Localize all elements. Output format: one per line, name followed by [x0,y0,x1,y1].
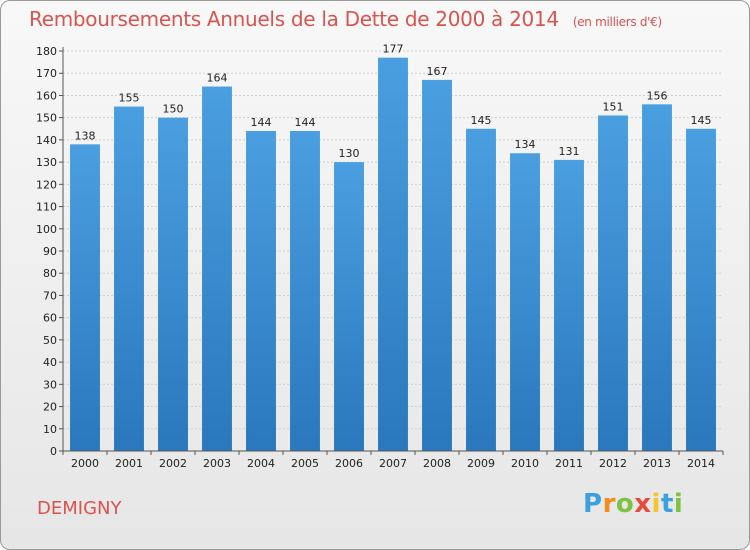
bar [290,131,320,451]
y-tick-label: 150 [36,112,57,125]
value-label: 134 [515,138,536,151]
y-tick-label: 100 [36,223,57,236]
y-tick-label: 110 [36,201,57,214]
x-tick-label: 2006 [335,457,363,470]
bar [246,131,276,451]
x-tick-label: 2002 [159,457,187,470]
bar [554,159,584,451]
value-label: 164 [207,72,228,85]
value-label: 131 [559,145,580,158]
y-tick-label: 120 [36,178,57,191]
x-tick-label: 2013 [643,457,671,470]
x-tick-label: 2000 [71,457,99,470]
x-tick-label: 2001 [115,457,143,470]
y-tick-labels: 0 10 20 30 40 50 60 70 80 90 100 110 120 130 140 150 160… [36,45,57,458]
y-tick-label: 10 [43,423,57,436]
x-tick-label: 2004 [247,457,275,470]
x-tick-label: 2003 [203,457,231,470]
y-tick-label: 90 [43,245,57,258]
bars [70,57,716,452]
logo-letter: o [615,489,635,519]
logo-letter: i [673,489,684,519]
value-label: 138 [75,129,96,142]
x-tick-label: 2012 [599,457,627,470]
bar [642,104,672,451]
axes [62,47,723,452]
chart-title-text: Remboursements Annuels de la Dette de 20… [29,7,559,31]
value-label: 167 [427,65,448,78]
x-tick-label: 2005 [291,457,319,470]
logo-letter: t [660,489,674,519]
x-tick-labels: 2000 2001 2002 2003 2004 2005 2006 2007 2008 2009… [62,451,724,470]
bar [334,162,364,451]
bar [598,115,628,451]
bar [158,117,188,452]
y-tick-label: 0 [50,445,57,458]
value-labels: 138 155 150 164 144 144 130 177 167 145 134 131 151 1… [75,43,712,160]
y-tick-label: 70 [43,289,57,302]
y-tick-label: 140 [36,134,57,147]
logo-letter: x [634,489,652,519]
bar [510,153,540,451]
bar [114,106,144,452]
x-tick-label: 2014 [687,457,715,470]
bar [466,128,496,451]
value-label: 130 [339,147,360,160]
y-tick-label: 80 [43,267,57,280]
value-label: 145 [471,114,492,127]
logo-letter: P [583,489,603,519]
y-tick-label: 160 [36,89,57,102]
y-tick-label: 170 [36,67,57,80]
y-tick-label: 20 [43,401,57,414]
bar [378,57,408,452]
value-label: 155 [119,92,140,105]
y-tick-label: 60 [43,312,57,325]
y-tick-label: 180 [36,45,57,58]
bar [202,86,232,452]
value-label: 177 [383,43,404,56]
value-label: 144 [251,116,272,129]
bar [422,79,452,451]
value-label: 156 [647,89,668,102]
x-tick-label: 2007 [379,457,407,470]
value-label: 150 [163,103,184,116]
bar [70,144,100,452]
chart-title: Remboursements Annuels de la Dette de 20… [29,7,662,31]
logo-letter: i [651,489,661,519]
value-label: 145 [691,114,712,127]
y-tick-label: 40 [43,356,57,369]
chart-subtitle: (en milliers d'€) [572,15,662,29]
proxiti-logo: Proxiti [583,489,683,519]
y-tick-label: 130 [36,156,57,169]
location-label: DEMIGNY [37,498,122,519]
x-tick-label: 2008 [423,457,451,470]
y-tick-label: 50 [43,334,57,347]
value-label: 151 [603,100,624,113]
y-tick-label: 30 [43,378,57,391]
bar [686,128,716,451]
x-tick-label: 2010 [511,457,539,470]
value-label: 144 [295,116,316,129]
x-tick-label: 2009 [467,457,495,470]
logo-letter: r [602,489,616,519]
x-tick-label: 2011 [555,457,583,470]
